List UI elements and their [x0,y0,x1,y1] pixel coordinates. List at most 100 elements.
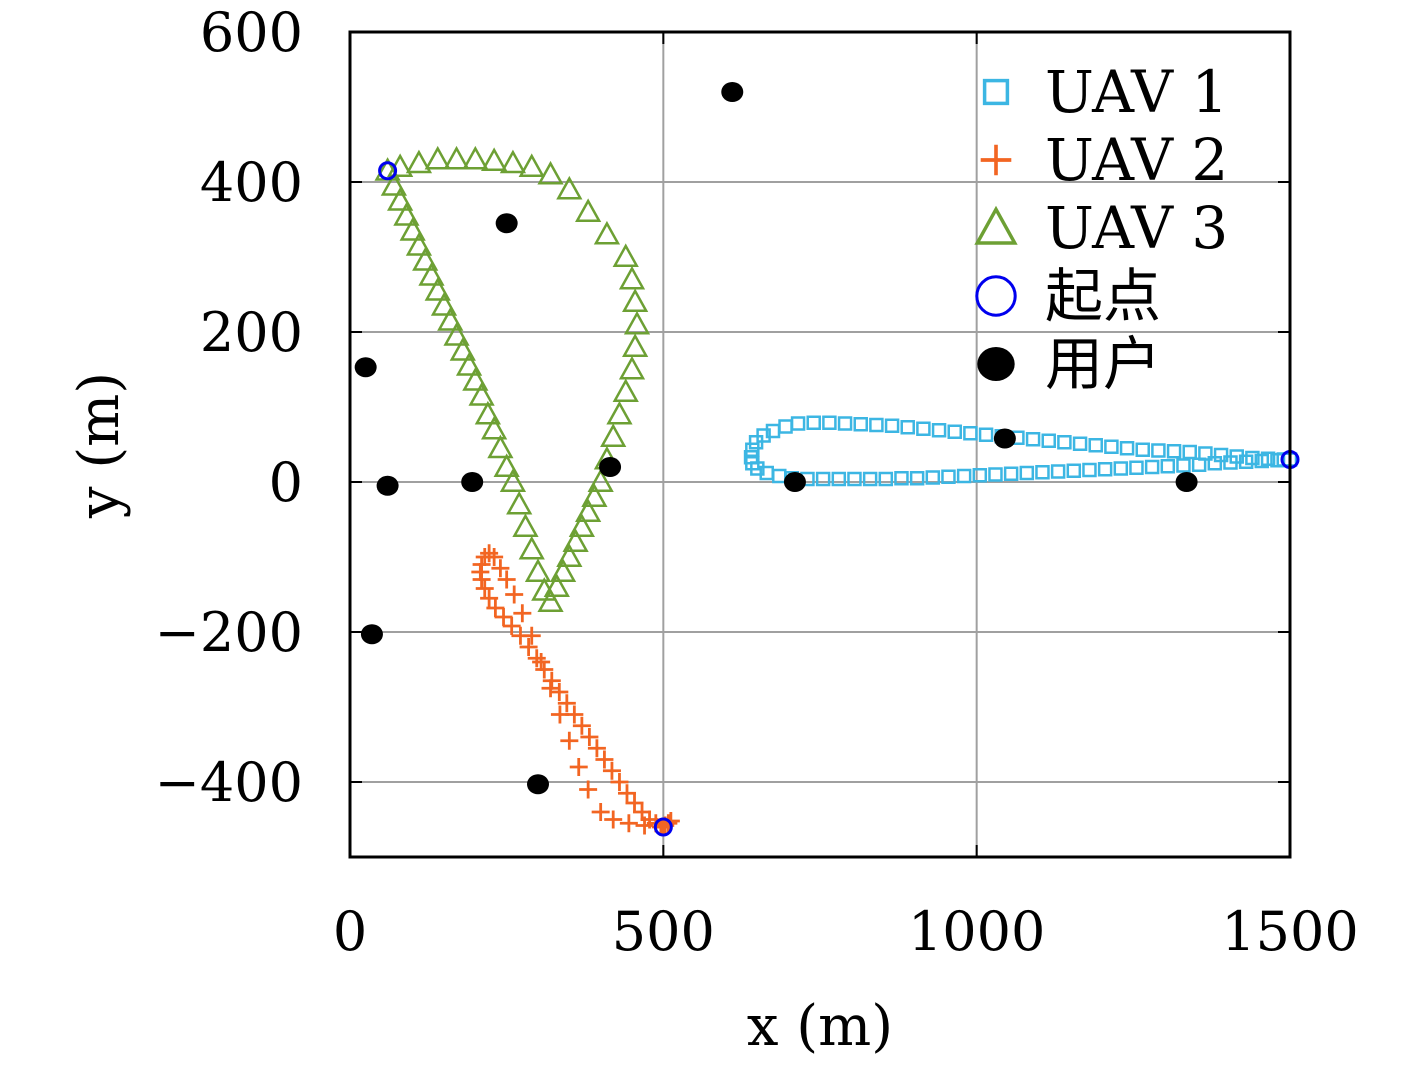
data-point [461,472,484,492]
data-point [1175,472,1198,492]
data-point [772,468,787,484]
data-point [743,450,759,465]
data-point [1035,465,1050,480]
data-point [606,400,633,425]
data-point [862,471,878,487]
y-tick-label: −200 [155,601,303,664]
data-point [527,774,549,795]
data-point [443,322,470,346]
data-point [1144,459,1160,475]
data-point [847,471,862,487]
data-point [633,803,652,821]
data-point [462,145,489,170]
data-point [378,161,398,181]
data-point [778,419,793,434]
series-2 [471,544,680,836]
data-point [387,187,414,211]
data-point [963,426,978,441]
data-point [491,559,510,578]
data-point [579,780,598,799]
data-point [499,468,527,493]
data-point [487,434,514,459]
data-point [837,416,853,431]
data-point [721,82,744,102]
data-point [1041,433,1056,448]
data-point [815,471,831,487]
data-point [360,624,383,645]
legend-marker [977,347,1015,381]
data-point [572,716,591,735]
data-point [972,468,988,483]
y-tick-label: 400 [200,151,303,214]
data-point [393,202,420,226]
data-point [1182,444,1197,460]
data-point [610,773,629,791]
data-point [869,417,884,433]
data-point [424,145,451,170]
data-point [617,784,636,803]
data-point [900,420,915,435]
data-point [475,548,494,566]
data-point [580,728,599,746]
data-point [956,468,972,484]
legend-marker [980,144,1012,176]
data-point [612,243,639,268]
data-point [537,160,564,185]
data-point [1050,464,1066,479]
y-tick-label: −400 [155,751,303,814]
series-5 [354,82,1198,795]
data-point [622,333,649,358]
data-point [550,683,569,701]
data-point [1151,443,1166,458]
data-point [565,705,584,724]
x-tick-label: 500 [612,900,715,963]
data-point [1198,446,1213,461]
data-point [480,589,499,608]
data-point [1129,460,1144,475]
data-point [591,803,610,821]
data-point [468,382,495,406]
legend-label: UAV 1 [1045,58,1228,126]
data-point [587,739,606,758]
data-point [604,810,623,829]
data-point [916,421,931,436]
data-point [399,217,426,241]
data-point [575,198,602,223]
data-point [480,544,499,563]
data-point [1003,466,1019,481]
data-point [412,247,439,271]
data-point [518,153,545,178]
y-tick-label: 200 [200,301,303,364]
data-point [549,558,577,583]
series-1 [743,415,1298,487]
data-point [443,145,470,170]
data-point [505,585,524,604]
axis-ticks: 0 500 1000 1500 −400 −200 0 200 400 600 [155,1,1359,963]
legend-label: UAV 2 [1045,126,1228,194]
legend-item: UAV 3 [974,194,1228,262]
data-point [562,528,589,553]
series-3 [374,145,651,613]
data-point [653,817,673,837]
data-point [623,310,651,335]
data-point [537,588,564,613]
legend-item: UAV 2 [980,126,1228,194]
data-point [532,653,551,671]
data-point [622,288,649,313]
data-point [1229,449,1244,464]
data-point [878,471,894,487]
plot-data [354,82,1300,837]
legend-item: 起点 [975,262,1161,330]
data-point [600,423,627,448]
data-point [1088,438,1103,453]
data-point [1113,461,1129,476]
x-tick-label: 0 [333,900,367,963]
data-point [557,694,576,713]
data-point [497,570,516,589]
data-point [831,471,847,487]
data-point [542,671,561,690]
data-point [822,415,837,430]
data-point [941,469,956,484]
